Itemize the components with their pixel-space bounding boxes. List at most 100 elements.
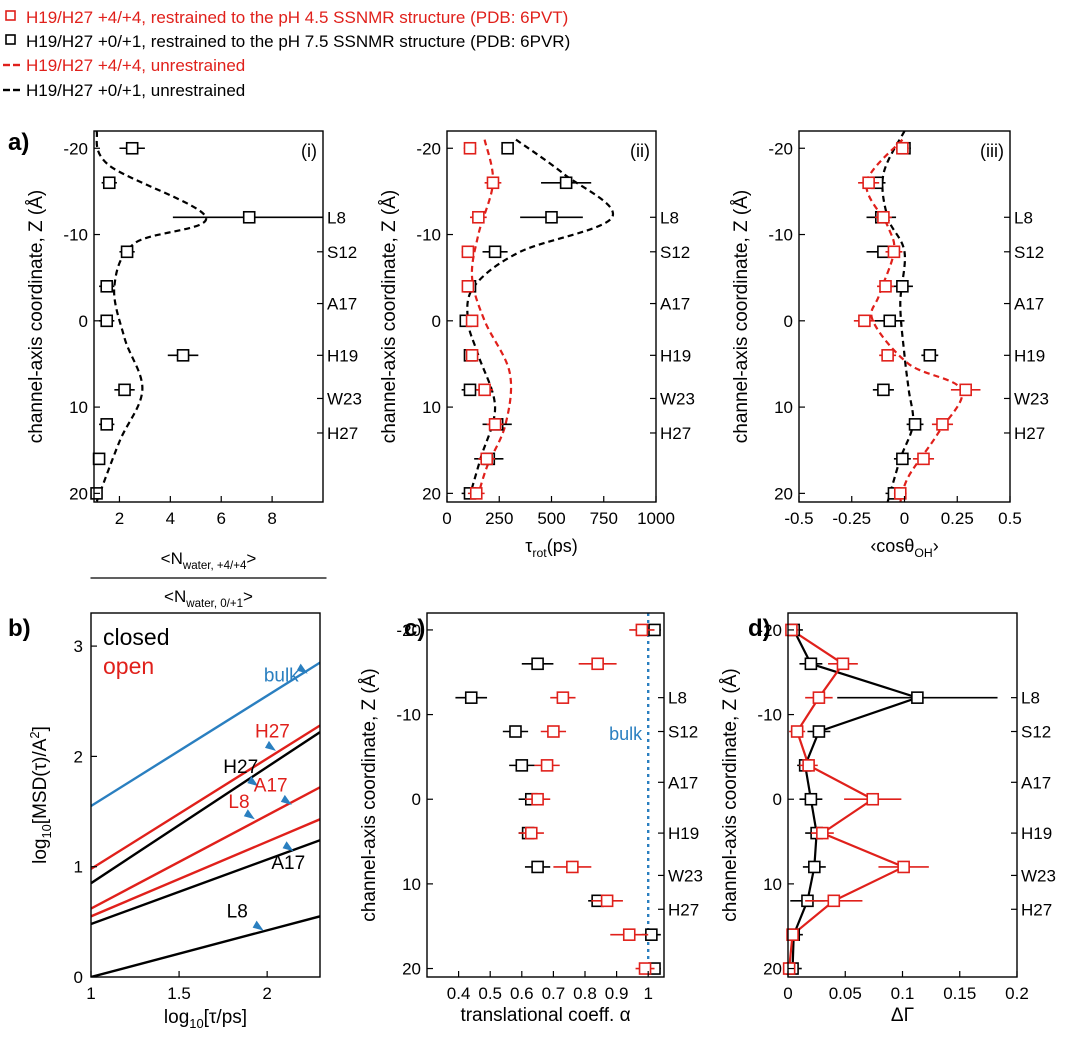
data-point-marker [812,725,826,738]
z-tick-label: -20 [416,139,441,158]
annotation-arrow-icon [252,920,264,931]
data-point-marker [591,657,604,671]
z-tick-label: 10 [763,875,782,894]
residue-label: W23 [1014,389,1049,408]
data-point-marker [877,210,890,224]
residue-label: H27 [668,900,699,919]
data-point-marker [102,176,116,190]
panel-label: b) [8,615,31,642]
data-point-marker [908,418,922,431]
z-tick-label: 10 [69,398,88,417]
x-axis-label-numerator: <Nwater, +4/+4> [161,549,257,572]
x-axis-label-denominator-part: <N [164,587,186,606]
panel-d: 0 0.05 0.1 0.15 0.2 -20 -10 0 10 20 L8 S12 A17 H19 W23… [720,612,1056,1026]
x-tick-label: -0.5 [784,509,813,528]
data-point-marker [100,280,114,293]
data-point-marker [816,826,829,840]
residue-label: L8 [660,208,679,227]
z-tick-label: -10 [757,706,782,725]
line-annotation: A17 [271,853,305,874]
x-axis-label-part: ‹cosθ [870,536,914,556]
x-axis-label-denominator-part: water, 0/+1 [185,598,243,610]
data-point-marker [463,383,477,397]
z-tick-label: 10 [402,875,421,894]
bulk-label: bulk [609,724,643,744]
data-point-marker [808,860,821,874]
annotation-arrow-icon [264,740,276,751]
data-point-marker [100,418,114,431]
dashed-trend-line [95,131,208,502]
residue-label: L8 [1021,689,1040,708]
data-point-marker [100,314,114,328]
z-axis-label: channel-axis coordinate, Z (Å) [26,190,47,443]
z-tick-label: 10 [774,398,793,417]
data-point-marker [488,418,502,431]
x-tick-label: 500 [537,509,565,528]
y-axis-label-part: 2 [27,731,42,738]
data-point-marker [480,452,494,466]
x-axis-label-part: [τ/ps] [204,1007,247,1028]
subpanel-label: (ii) [630,141,650,161]
msd-line [91,724,320,870]
x-axis-label-part: log [164,1007,189,1028]
residue-label: H27 [327,424,358,443]
data-point-marker [547,725,560,738]
x-tick-label: 1.5 [167,984,191,1003]
x-tick-label: 0.1 [891,984,915,1003]
data-point-marker [866,792,880,806]
x-tick-label: 1 [643,984,652,1003]
residue-label: S12 [668,723,698,742]
panel-label: a) [8,129,29,156]
panel-plot-area [466,138,614,502]
z-tick-label: -10 [63,226,88,245]
x-axis-label-part: (ps) [547,536,578,556]
data-point-marker [790,725,804,738]
legend-entry: H19/H27 +4/+4, unrestrained [26,56,245,75]
residue-label: W23 [668,866,703,885]
x-axis-label-numerator-part: <N [161,549,183,568]
x-tick-label: 2 [115,509,124,528]
z-tick-label: -20 [63,139,88,158]
x-tick-label: 1 [86,984,95,1003]
x-tick-label: 0.2 [1005,984,1029,1003]
x-tick-label: 8 [267,509,276,528]
data-point-marker [600,894,614,908]
x-axis-label-denominator: <Nwater, 0/+1> [164,587,253,610]
line-annotation: L8 [227,901,248,922]
legend-square-marker [5,10,16,21]
residue-label: H19 [660,346,691,365]
data-point-marker [463,141,477,155]
panel-a-iii: -0.5 -0.25 0 0.25 0.5 -20 -10 0 10 20 L8 S12 A17 H19 W… [731,130,1049,560]
panel-a-i: 2 4 6 8 -20 -10 0 10 20 L8 S12 A17 H19 W23 H27 channel-… [8,129,362,610]
z-tick-label: 20 [763,960,782,979]
x-tick-label: 0.25 [941,509,974,528]
y-axis-label: log10[MSD(τ)/A2] [27,726,54,864]
x-tick-label: 0 [783,984,792,1003]
data-point-marker [92,452,106,466]
y-axis-label-part: log [30,839,51,864]
annotation-arrow-icon [280,794,292,805]
z-tick-label: 20 [422,484,441,503]
x-tick-label: 0.5 [478,984,502,1003]
residue-label: H19 [1014,346,1045,365]
data-point-marker [917,452,930,466]
panel-plot-area [91,661,320,977]
residue-label: W23 [1021,866,1056,885]
line-annotation: H27 [223,757,258,778]
x-axis-label-part: τ [525,536,532,556]
z-tick-label: 0 [773,790,782,809]
data-point-marker [804,792,818,806]
data-point-marker [887,245,901,259]
data-point-marker [896,141,909,155]
data-point-marker [540,759,554,772]
x-axis-label-part: 10 [189,1016,203,1031]
z-tick-label: 0 [412,790,421,809]
data-point-marker [959,383,972,397]
data-point-marker [827,894,841,908]
data-point-marker [120,245,134,259]
panel-b-legend-entry: open [103,653,154,679]
residue-label: A17 [327,295,357,314]
panel-b-legend-entry: closed [103,624,169,650]
x-tick-label: 4 [166,509,175,528]
